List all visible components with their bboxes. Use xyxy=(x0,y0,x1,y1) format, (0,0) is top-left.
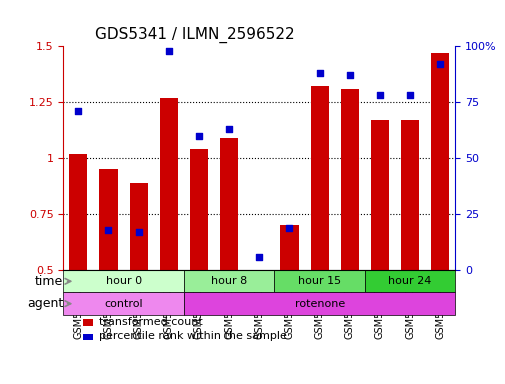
Text: hour 0: hour 0 xyxy=(106,276,141,286)
Point xyxy=(435,61,443,67)
Text: GDS5341 / ILMN_2596522: GDS5341 / ILMN_2596522 xyxy=(94,27,294,43)
Text: transformed count: transformed count xyxy=(98,316,202,327)
Point xyxy=(255,253,263,260)
Text: hour 24: hour 24 xyxy=(388,276,431,286)
Bar xyxy=(370,120,388,270)
FancyBboxPatch shape xyxy=(274,270,364,293)
Point xyxy=(225,126,233,132)
Bar xyxy=(189,149,208,270)
FancyBboxPatch shape xyxy=(183,270,274,293)
Bar xyxy=(69,154,87,270)
Bar xyxy=(83,334,92,341)
Point xyxy=(194,132,203,139)
Bar xyxy=(340,89,358,270)
Text: rotenone: rotenone xyxy=(294,299,344,309)
FancyBboxPatch shape xyxy=(63,293,183,315)
Text: time: time xyxy=(35,275,63,288)
Text: control: control xyxy=(104,299,142,309)
Bar xyxy=(83,319,92,326)
Point xyxy=(134,229,142,235)
Text: percentile rank within the sample: percentile rank within the sample xyxy=(98,331,286,341)
Point xyxy=(345,72,353,78)
Point xyxy=(315,70,323,76)
FancyBboxPatch shape xyxy=(364,270,454,293)
Text: hour 8: hour 8 xyxy=(211,276,247,286)
Bar xyxy=(280,225,298,270)
Bar xyxy=(160,98,178,270)
FancyBboxPatch shape xyxy=(183,293,454,315)
Text: agent: agent xyxy=(27,297,63,310)
Bar xyxy=(99,169,117,270)
Point xyxy=(74,108,82,114)
Point xyxy=(165,48,173,54)
Bar xyxy=(220,138,238,270)
Point xyxy=(406,92,414,98)
Bar xyxy=(430,53,448,270)
Bar xyxy=(400,120,418,270)
Point xyxy=(104,227,112,233)
Text: hour 15: hour 15 xyxy=(297,276,340,286)
Point xyxy=(285,224,293,230)
Point xyxy=(375,92,383,98)
Bar xyxy=(310,86,328,270)
Bar xyxy=(129,183,147,270)
FancyBboxPatch shape xyxy=(63,270,183,293)
